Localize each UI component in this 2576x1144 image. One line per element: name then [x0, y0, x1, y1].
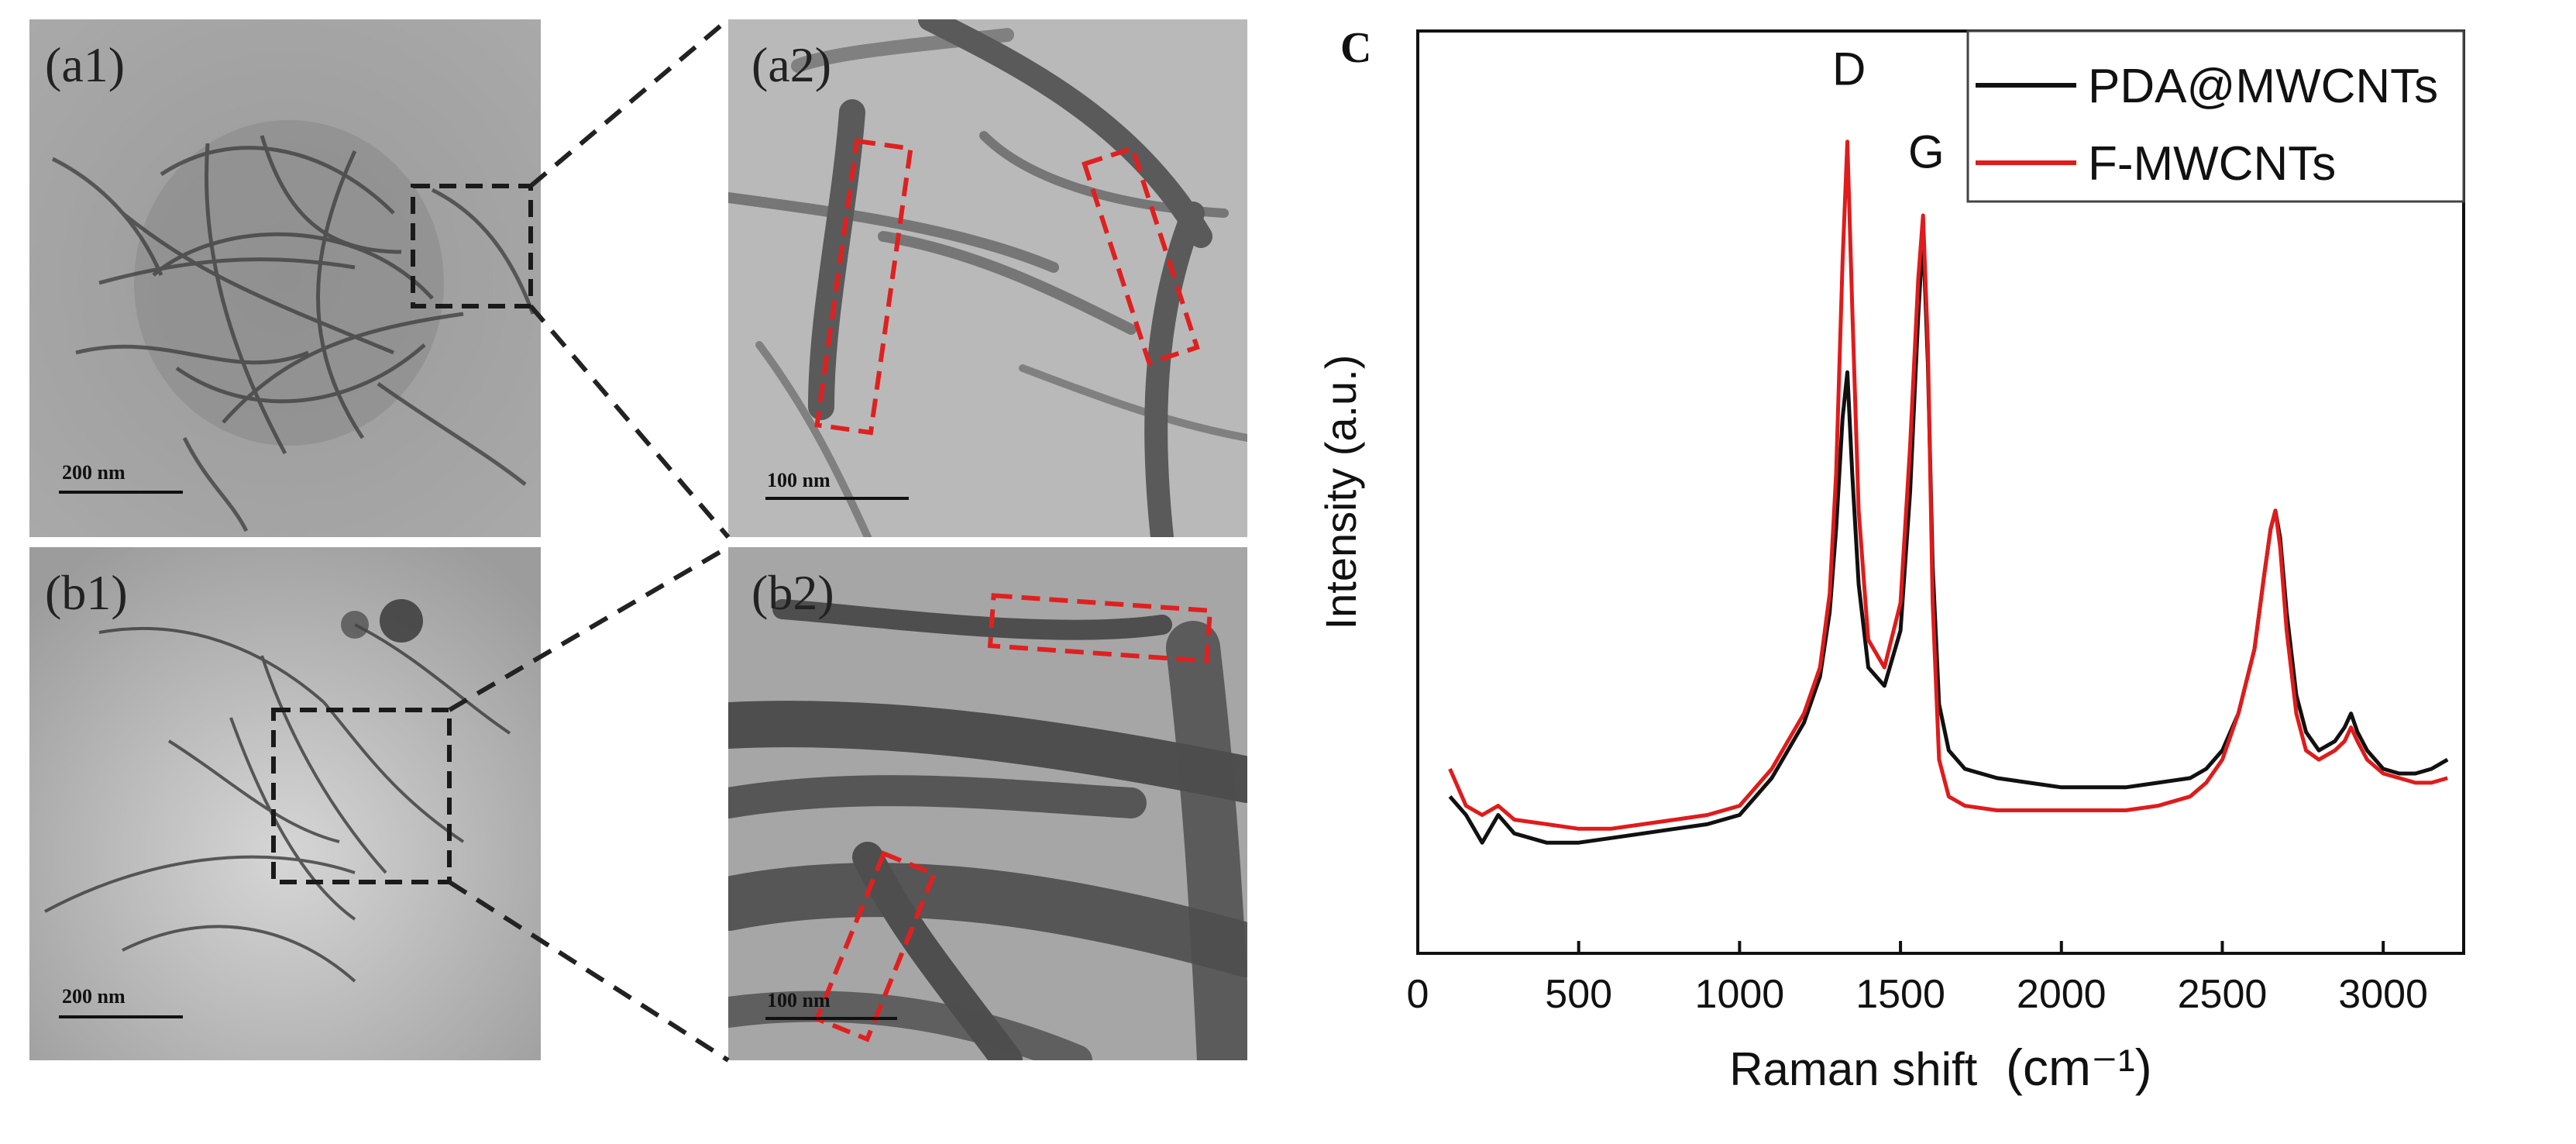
highlight-box-a2-right	[1082, 145, 1200, 367]
series-line-pda-mwcnts	[1448, 232, 2449, 845]
panel-label-a2: (a2)	[751, 37, 832, 92]
x-tick-label: 2500	[2178, 972, 2268, 1017]
x-tick-label: 1000	[1695, 972, 1785, 1017]
x-tick-label: 500	[1545, 972, 1612, 1017]
scale-label-b2: 100 nm	[767, 989, 831, 1011]
tem-panel-b1: (b1) 200 nm	[29, 547, 541, 1060]
scale-label-a2: 100 nm	[767, 469, 831, 491]
highlight-box-b2-top	[987, 593, 1213, 663]
legend-box	[1966, 29, 2465, 203]
scale-label-a1: 200 nm	[62, 461, 126, 484]
x-tick-label: 2000	[2017, 972, 2107, 1017]
x-tick-label: 0	[1407, 972, 1429, 1017]
tem-image-b2	[728, 547, 1247, 1060]
highlight-box-a2-left	[814, 138, 913, 436]
raman-chart: 0 500 1000 1500 2000 2500 3000 PDA@MWCNTs F-MWC…	[1316, 29, 2465, 1096]
tem-image-b1	[29, 547, 541, 1060]
tem-image-a1	[29, 19, 541, 537]
highlight-box-b2-bottom	[813, 850, 937, 1042]
tem-panel-b2: (b2) 100 nm	[728, 547, 1247, 1060]
annotation-d: D	[1832, 43, 1866, 95]
zoom-box-b1	[271, 708, 452, 884]
tem-image-a2	[728, 19, 1247, 537]
zoom-box-a1	[411, 184, 533, 308]
scale-bar-b1	[59, 1015, 183, 1018]
x-tick-label: 3000	[2338, 972, 2428, 1017]
panel-label-b2: (b2)	[751, 565, 834, 620]
x-axis-label-text: Raman shift	[1729, 1043, 1977, 1095]
x-axis-label: Raman shift (cm⁻¹)	[1729, 1039, 2152, 1096]
scale-bar-a2	[765, 497, 909, 500]
tem-panel-a2: (a2) 100 nm	[728, 19, 1247, 537]
scale-label-b1: 200 nm	[62, 985, 126, 1008]
annotation-g: G	[1908, 126, 1945, 178]
scale-bar-b2	[765, 1017, 897, 1020]
x-tick-label: 1500	[1855, 972, 1945, 1017]
series-line-f-mwcnts	[1448, 140, 2448, 831]
panel-label-c: C	[1340, 24, 1372, 72]
panel-label-b1: (b1)	[45, 565, 128, 620]
tem-panel-a1: (a1) 200 nm	[29, 19, 541, 537]
x-axis-label-unit: (cm⁻¹)	[2006, 1039, 2152, 1096]
scale-bar-a1	[59, 491, 183, 494]
legend: PDA@MWCNTs F-MWCNTs	[1966, 29, 2465, 203]
legend-label: F-MWCNTs	[2088, 137, 2336, 191]
legend-label: PDA@MWCNTs	[2088, 60, 2438, 113]
plot-frame	[1416, 29, 2465, 955]
y-axis-label: Intensity (a.u.)	[1316, 355, 1365, 630]
panel-label-a1: (a1)	[45, 37, 126, 92]
